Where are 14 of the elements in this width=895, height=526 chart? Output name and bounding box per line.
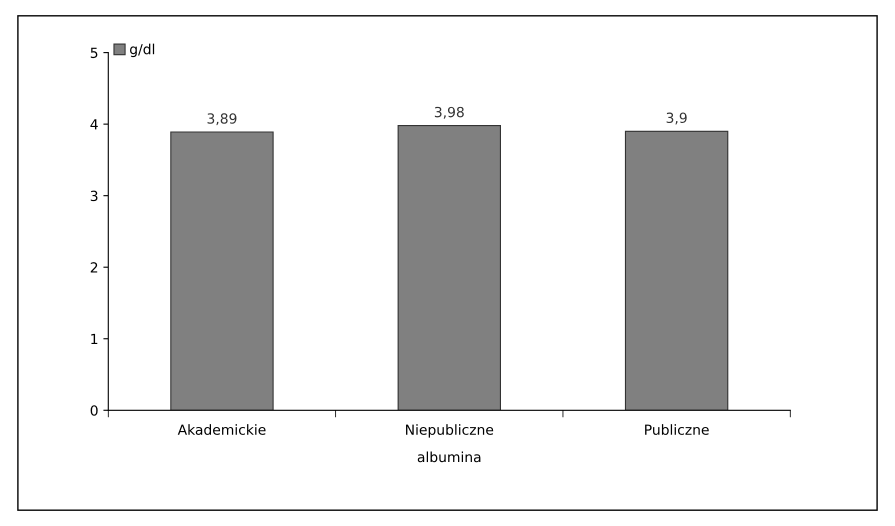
data-label: 3,89 [208,113,236,126]
x-axis-title: albumina [418,452,480,462]
y-tick-label: 1 [91,334,98,344]
y-tick-label: 3 [90,190,98,202]
y-tick-label: 4 [90,119,98,130]
y-tick-label: 5 [90,48,98,58]
x-tick-label: Publiczne [645,424,709,435]
data-label: 3,98 [434,106,464,119]
legend-label: g/dl [130,44,154,58]
y-tick-label: 2 [90,262,98,272]
x-tick-label: Akademickie [178,424,266,435]
y-tick-label: 0 [90,405,98,416]
data-label: 3,9 [666,112,687,124]
x-tick-label: Niepubliczne [406,424,494,438]
